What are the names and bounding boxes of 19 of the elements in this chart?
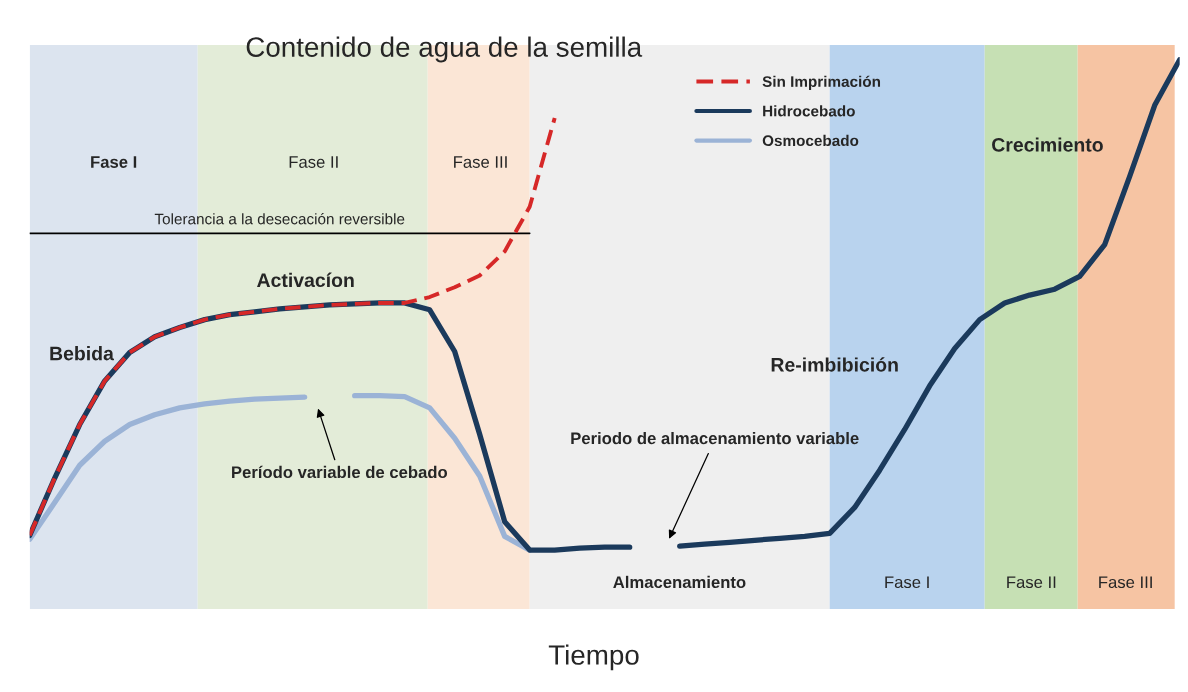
annotation: Periodo de almacenamiento variable bbox=[571, 432, 859, 445]
text: Fase II bbox=[1007, 576, 1056, 589]
legend-label: Sin Imprimación bbox=[762, 75, 881, 91]
ref-line-label: Tolerancia a la desecación reversible bbox=[154, 212, 405, 225]
annotation: Período variable de cebado bbox=[232, 465, 448, 479]
annotation: Bebida bbox=[50, 346, 114, 361]
annotation: Activacíon bbox=[257, 272, 354, 288]
x-axis-title: Tiempo bbox=[548, 644, 639, 671]
annotation: Fase I bbox=[91, 156, 137, 168]
text: Fase III bbox=[1099, 576, 1152, 589]
chart-title: Contenido de agua de la semilla bbox=[246, 36, 643, 63]
legend-label: Osmocebado bbox=[762, 134, 859, 147]
annotation: Fase III bbox=[454, 156, 507, 168]
text: Almacenamiento bbox=[613, 575, 746, 589]
annotation: Crecimiento bbox=[992, 137, 1103, 152]
text: Fase I bbox=[885, 576, 929, 589]
legend-label: Hidrocebado bbox=[763, 105, 855, 117]
annotation: Fase II bbox=[289, 156, 338, 168]
annotation: Re-imbibición bbox=[771, 357, 898, 372]
